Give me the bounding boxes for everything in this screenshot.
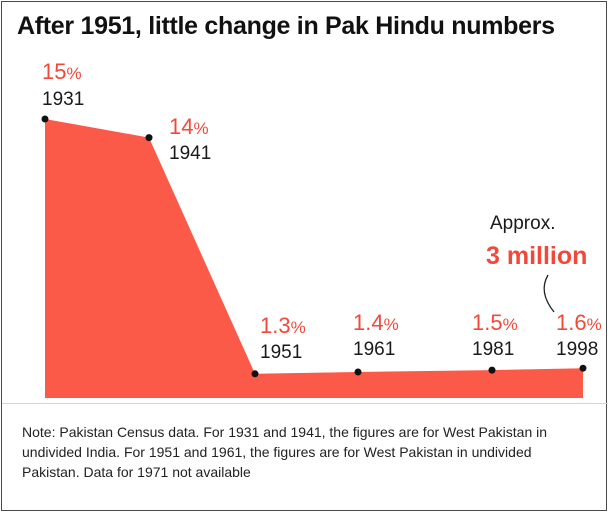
year-label-1931: 1931: [42, 89, 84, 110]
annotation-approx: Approx.: [490, 213, 555, 234]
area-fill: [45, 119, 583, 398]
data-point-1998: [579, 364, 587, 372]
annotation-million: 3 million: [486, 242, 587, 270]
data-point-1931: [41, 115, 49, 123]
value-label-1961: 1.4%: [353, 310, 399, 335]
data-point-1961: [354, 368, 362, 376]
chart-title: After 1951, little change in Pak Hindu n…: [17, 12, 555, 40]
year-label-1998: 1998: [556, 339, 598, 360]
year-label-1961: 1961: [353, 339, 395, 360]
chart-note: Note: Pakistan Census data. For 1931 and…: [22, 424, 548, 480]
year-label-1981: 1981: [472, 339, 514, 360]
data-point-1941: [145, 134, 153, 142]
value-label-1998: 1.6%: [556, 310, 602, 335]
data-point-1981: [488, 366, 496, 374]
value-label-1931: 15%: [42, 59, 82, 84]
value-label-1941: 14%: [169, 114, 209, 139]
year-label-1951: 1951: [260, 342, 302, 363]
data-point-1951: [251, 370, 259, 378]
year-label-1941: 1941: [169, 143, 211, 164]
value-label-1951: 1.3%: [260, 313, 306, 338]
annotation-bracket: [543, 274, 555, 313]
divider: [2, 403, 608, 404]
value-label-1981: 1.5%: [472, 310, 518, 335]
chart-area: 15% 1931 14% 1941 1.3% 1951 1.4% 1961 1.5% 1981 1.…: [41, 59, 602, 398]
